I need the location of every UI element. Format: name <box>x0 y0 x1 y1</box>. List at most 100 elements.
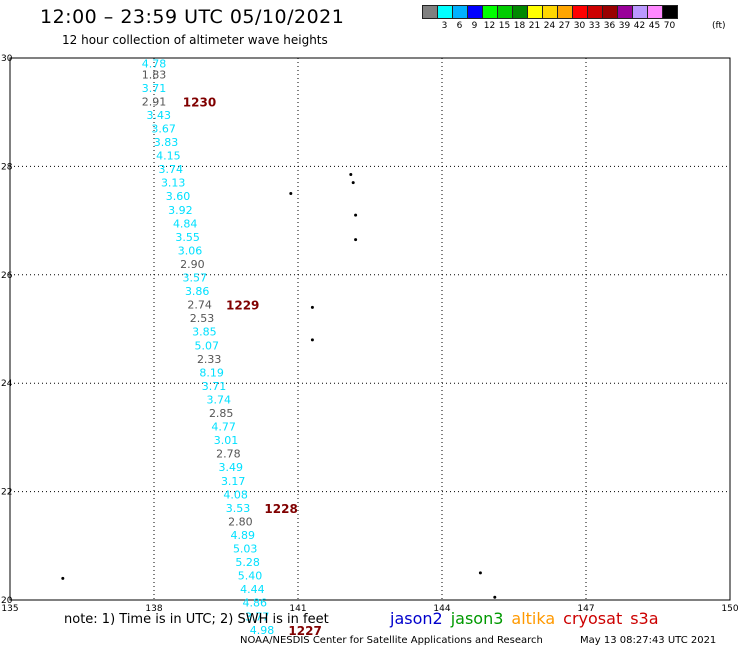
wave-height-label: 3.71 <box>202 380 227 393</box>
legend-label: 36 <box>603 21 616 31</box>
wave-height-label: 3.49 <box>219 461 244 474</box>
map-frame <box>9 57 731 601</box>
satellite-name: jason2 <box>390 609 443 628</box>
legend-label: 21 <box>528 21 541 31</box>
wave-height-label: 1.83 <box>142 68 167 81</box>
wave-height-label: 4.44 <box>240 583 265 596</box>
legend-label: 3 <box>441 21 448 31</box>
wave-height-label: 3.71 <box>142 82 167 95</box>
legend-label: 12 <box>483 21 496 31</box>
time-label: 1229 <box>226 299 259 313</box>
legend-label: 9 <box>471 21 478 31</box>
wave-height-label: 3.01 <box>214 434 239 447</box>
lat-tick-label: 20 <box>1 596 13 606</box>
legend-label: 70 <box>663 21 676 31</box>
wave-height-label: 3.53 <box>226 502 251 515</box>
satellite-name: cryosat <box>563 609 623 628</box>
wave-height-label: 4.89 <box>231 529 256 542</box>
wave-height-label: 2.80 <box>228 515 253 528</box>
satellite-name: jason3 <box>450 609 504 628</box>
lon-tick-label: 138 <box>145 604 162 614</box>
legend-label: 39 <box>618 21 631 31</box>
wave-height-label: 3.17 <box>221 475 246 488</box>
lon-tick-label: 135 <box>1 604 18 614</box>
wave-height-label: 3.13 <box>161 177 186 190</box>
legend-label: 30 <box>573 21 586 31</box>
satellite-legend: jason2 jason3 altika cryosat s3a <box>390 609 667 628</box>
island <box>310 305 314 309</box>
page-title: 12:00 – 23:59 UTC 05/10/2021 <box>40 6 345 28</box>
satellite-name: s3a <box>630 609 659 628</box>
wave-height-label: 3.74 <box>207 393 232 406</box>
legend-label: 45 <box>648 21 661 31</box>
footer-notes: note: 1) Time is in UTC; 2) SWH is in fe… <box>64 612 329 627</box>
legend-unit: (ft) <box>712 21 726 31</box>
lon-tick-label: 141 <box>289 604 306 614</box>
legend-swatch <box>662 5 678 19</box>
lat-tick-label: 28 <box>1 162 13 172</box>
island <box>289 192 293 195</box>
lat-tick-label: 30 <box>1 54 13 64</box>
island <box>493 595 497 599</box>
island <box>310 338 314 342</box>
wave-height-label: 2.91 <box>142 95 167 108</box>
time-label: 1227 <box>288 624 321 638</box>
color-legend: 3 6 9 12 15 18 21 24 27 30 33 36 39 42 45 70 <box>422 5 678 33</box>
wave-height-label: 5.28 <box>235 556 260 569</box>
wave-height-label: 4.77 <box>211 421 236 434</box>
wave-height-label: 3.77 <box>245 610 270 623</box>
wave-height-label: 3.83 <box>154 136 179 149</box>
wave-height-label: 3.43 <box>147 109 172 122</box>
wave-height-label: 3.85 <box>192 326 217 339</box>
lat-tick-label: 26 <box>1 271 13 281</box>
lon-tick-label: 150 <box>721 604 738 614</box>
legend-label: 42 <box>633 21 646 31</box>
wave-height-label: 4.15 <box>156 150 181 163</box>
wave-height-label: 3.86 <box>185 285 210 298</box>
lon-tick-label: 147 <box>577 604 594 614</box>
wave-height-label: 2.78 <box>216 448 241 461</box>
wave-height-label: 3.55 <box>175 231 200 244</box>
island <box>478 571 482 575</box>
island <box>349 173 353 177</box>
wave-height-label: 3.60 <box>166 190 191 203</box>
wave-height-label: 3.67 <box>151 122 176 135</box>
wave-height-label: 5.40 <box>238 570 263 583</box>
wave-height-label: 3.57 <box>183 272 208 285</box>
time-label: 1228 <box>264 502 297 516</box>
lat-tick-label: 22 <box>1 488 12 498</box>
wave-height-label: 3.92 <box>168 204 193 217</box>
island <box>61 576 65 580</box>
wave-height-label: 4.78 <box>142 57 167 70</box>
lon-tick-label: 144 <box>433 604 450 614</box>
satellite-name: altika <box>511 609 556 628</box>
legend-swatches <box>422 5 678 19</box>
wave-height-label: 4.86 <box>243 597 268 610</box>
legend-label: 18 <box>513 21 526 31</box>
wave-height-label: 5.07 <box>195 339 220 352</box>
wave-height-label: 5.03 <box>233 543 258 556</box>
time-label: 1230 <box>183 95 216 109</box>
island <box>351 181 355 185</box>
wave-height-label: 2.85 <box>209 407 234 420</box>
island <box>354 213 358 217</box>
lat-tick-label: 24 <box>1 379 13 389</box>
wave-height-label: 2.90 <box>180 258 205 271</box>
legend-labels: 3 6 9 12 15 18 21 24 27 30 33 36 39 42 45 70 <box>422 21 677 33</box>
wave-height-label: 4.08 <box>223 488 248 501</box>
wave-height-label: 8.19 <box>199 366 224 379</box>
footer-timestamp: May 13 08:27:43 UTC 2021 <box>580 635 717 646</box>
legend-label: 27 <box>558 21 571 31</box>
legend-label: 24 <box>543 21 556 31</box>
legend-label: 6 <box>456 21 463 31</box>
wave-height-label: 4.98 <box>250 624 275 637</box>
legend-label: 33 <box>588 21 601 31</box>
island <box>354 238 358 242</box>
wave-height-label: 4.84 <box>173 217 198 230</box>
footer-credit: NOAA/NESDIS Center for Satellite Applica… <box>240 635 543 646</box>
wave-height-label: 2.53 <box>190 312 215 325</box>
wave-height-label: 2.33 <box>197 353 222 366</box>
wave-height-label: 3.06 <box>178 244 203 257</box>
wave-height-label: 2.74 <box>187 299 212 312</box>
